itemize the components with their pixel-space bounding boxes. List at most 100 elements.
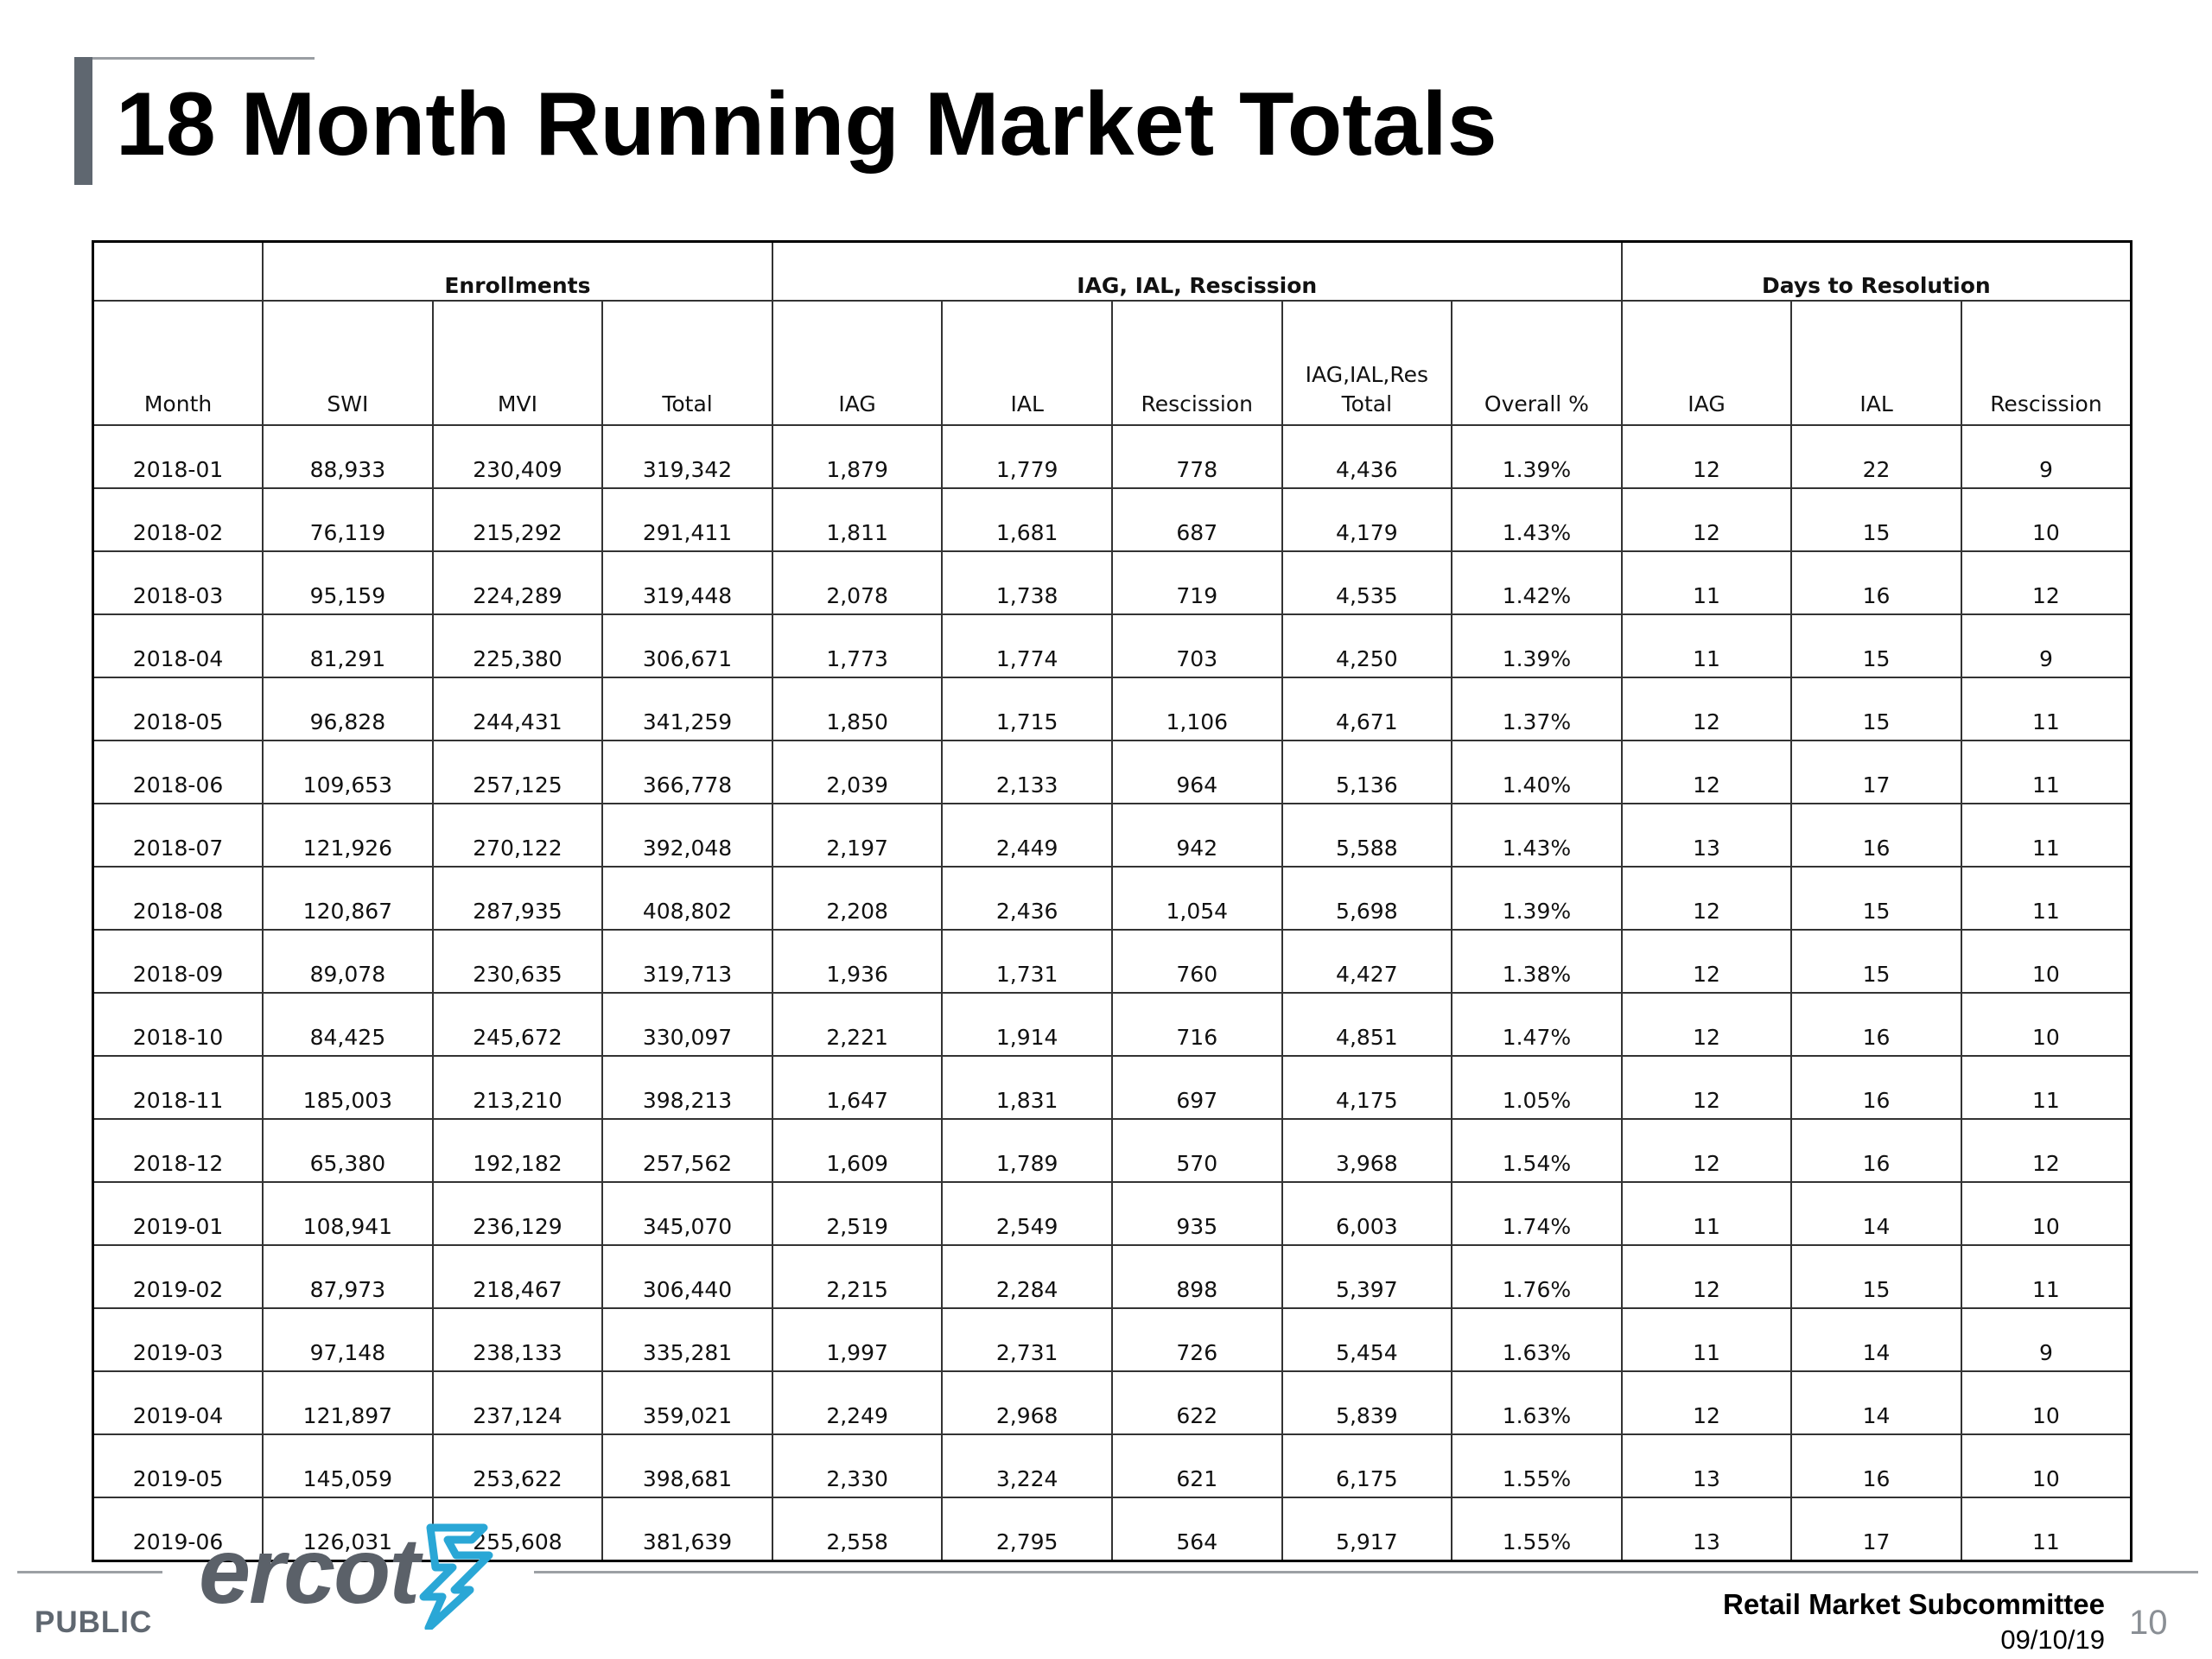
table-row: 2019-04 121,897 237,124 359,021 2,249 2,968 62… [92,1370,2133,1435]
table-cell: 4,175 [1281,1055,1453,1120]
table-cell: 126,031 [262,1497,434,1562]
table-cell: 392,048 [601,803,773,868]
table-cell: 97,148 [262,1307,434,1372]
table-cell: 1.47% [1451,992,1623,1057]
table-cell: 2,221 [771,992,944,1057]
table-cell: 1,054 [1110,866,1283,931]
table-cell: 1,811 [771,487,944,552]
table-cell: 964 [1110,740,1283,804]
table-cell: 17 [1790,740,1962,804]
table-cell: 2018-04 [92,613,264,678]
table-cell: 1.76% [1451,1244,1623,1309]
table-cell: 898 [1110,1244,1283,1309]
table-cell: 9 [1960,613,2133,678]
market-totals-table: Enrollments IAG, IAL, Rescission Days to… [92,240,2133,1562]
table-cell: 253,622 [431,1433,604,1498]
table-cell: 2,549 [941,1181,1113,1246]
table-cell: 230,409 [431,424,604,489]
table-cell: 81,291 [262,613,434,678]
table-cell: 726 [1110,1307,1283,1372]
table-cell: 270,122 [431,803,604,868]
table-cell: 245,672 [431,992,604,1057]
column-header: IAG [1620,300,1793,426]
table-cell: 89,078 [262,929,434,994]
table-cell: 11 [1960,1244,2133,1309]
lightning-bolt-icon [419,1523,493,1630]
table-row: 2019-03 97,148 238,133 335,281 1,997 2,731 726… [92,1307,2133,1372]
table-cell: 2018-11 [92,1055,264,1120]
column-header: IAL [941,300,1113,426]
table-cell: 13 [1620,1433,1793,1498]
table-cell: 11 [1620,1307,1793,1372]
table-cell: 12 [1620,866,1793,931]
table-cell: 778 [1110,424,1283,489]
table-cell: 1.55% [1451,1497,1623,1562]
table-cell: 1.43% [1451,803,1623,868]
table-cell: 109,653 [262,740,434,804]
table-cell: 1.43% [1451,487,1623,552]
table-cell: 257,125 [431,740,604,804]
table-cell: 11 [1960,740,2133,804]
group-header-days-to-resolution: Days to Resolution [1620,240,2133,302]
column-header: IAG [771,300,944,426]
table-cell: 15 [1790,677,1962,741]
table-row: 2018-05 96,828 244,431 341,259 1,850 1,715 1,1… [92,677,2133,741]
table-cell: 2,795 [941,1497,1113,1562]
table-cell: 341,259 [601,677,773,741]
table-cell: 11 [1620,1181,1793,1246]
table-cell: 108,941 [262,1181,434,1246]
table-row: 2018-02 76,119 215,292 291,411 1,811 1,681 687… [92,487,2133,552]
table-cell: 12 [1620,424,1793,489]
table-cell: 942 [1110,803,1283,868]
table-cell: 335,281 [601,1307,773,1372]
table-cell: 1.40% [1451,740,1623,804]
table-row: 2018-04 81,291 225,380 306,671 1,773 1,774 703… [92,613,2133,678]
table-cell: 95,159 [262,550,434,615]
table-cell: 1.05% [1451,1055,1623,1120]
table-cell: 2,519 [771,1181,944,1246]
logo-wordmark: ercot [199,1518,420,1623]
table-cell: 3,968 [1281,1118,1453,1183]
table-cell: 719 [1110,550,1283,615]
table-cell: 306,671 [601,613,773,678]
table-cell: 121,897 [262,1370,434,1435]
table-cell: 12 [1620,740,1793,804]
table-cell: 408,802 [601,866,773,931]
table-cell: 5,839 [1281,1370,1453,1435]
table-cell: 2,449 [941,803,1113,868]
table-cell: 14 [1790,1181,1962,1246]
table-cell: 2,968 [941,1370,1113,1435]
table-cell: 1.37% [1451,677,1623,741]
table-cell: 11 [1620,550,1793,615]
table-cell: 12 [1620,487,1793,552]
table-cell: 2,436 [941,866,1113,931]
table-cell: 2,731 [941,1307,1113,1372]
table-cell: 3,224 [941,1433,1113,1498]
group-header-iag-ial-rescission: IAG, IAL, Rescission [771,240,1623,302]
table-cell: 4,427 [1281,929,1453,994]
table-row: 2018-03 95,159 224,289 319,448 2,078 1,738 719… [92,550,2133,615]
table-cell: 319,448 [601,550,773,615]
column-header: Overall % [1451,300,1623,426]
table-cell: 2019-06 [92,1497,264,1562]
table-cell: 1,914 [941,992,1113,1057]
table-cell: 4,436 [1281,424,1453,489]
table-cell: 319,713 [601,929,773,994]
table-cell: 1,106 [1110,677,1283,741]
table-cell: 5,136 [1281,740,1453,804]
table-cell: 2018-03 [92,550,264,615]
classification-label: PUBLIC [35,1605,153,1639]
table-cell: 2018-07 [92,803,264,868]
table-cell: 1,647 [771,1055,944,1120]
table-cell: 16 [1790,1118,1962,1183]
table-cell: 2018-01 [92,424,264,489]
column-header: Total [601,300,773,426]
table-cell: 11 [1960,1497,2133,1562]
table-cell: 9 [1960,1307,2133,1372]
table-cell: 5,698 [1281,866,1453,931]
table-cell: 65,380 [262,1118,434,1183]
table-cell: 12 [1620,1244,1793,1309]
table-cell: 622 [1110,1370,1283,1435]
table-cell: 2018-12 [92,1118,264,1183]
table-cell: 16 [1790,1433,1962,1498]
